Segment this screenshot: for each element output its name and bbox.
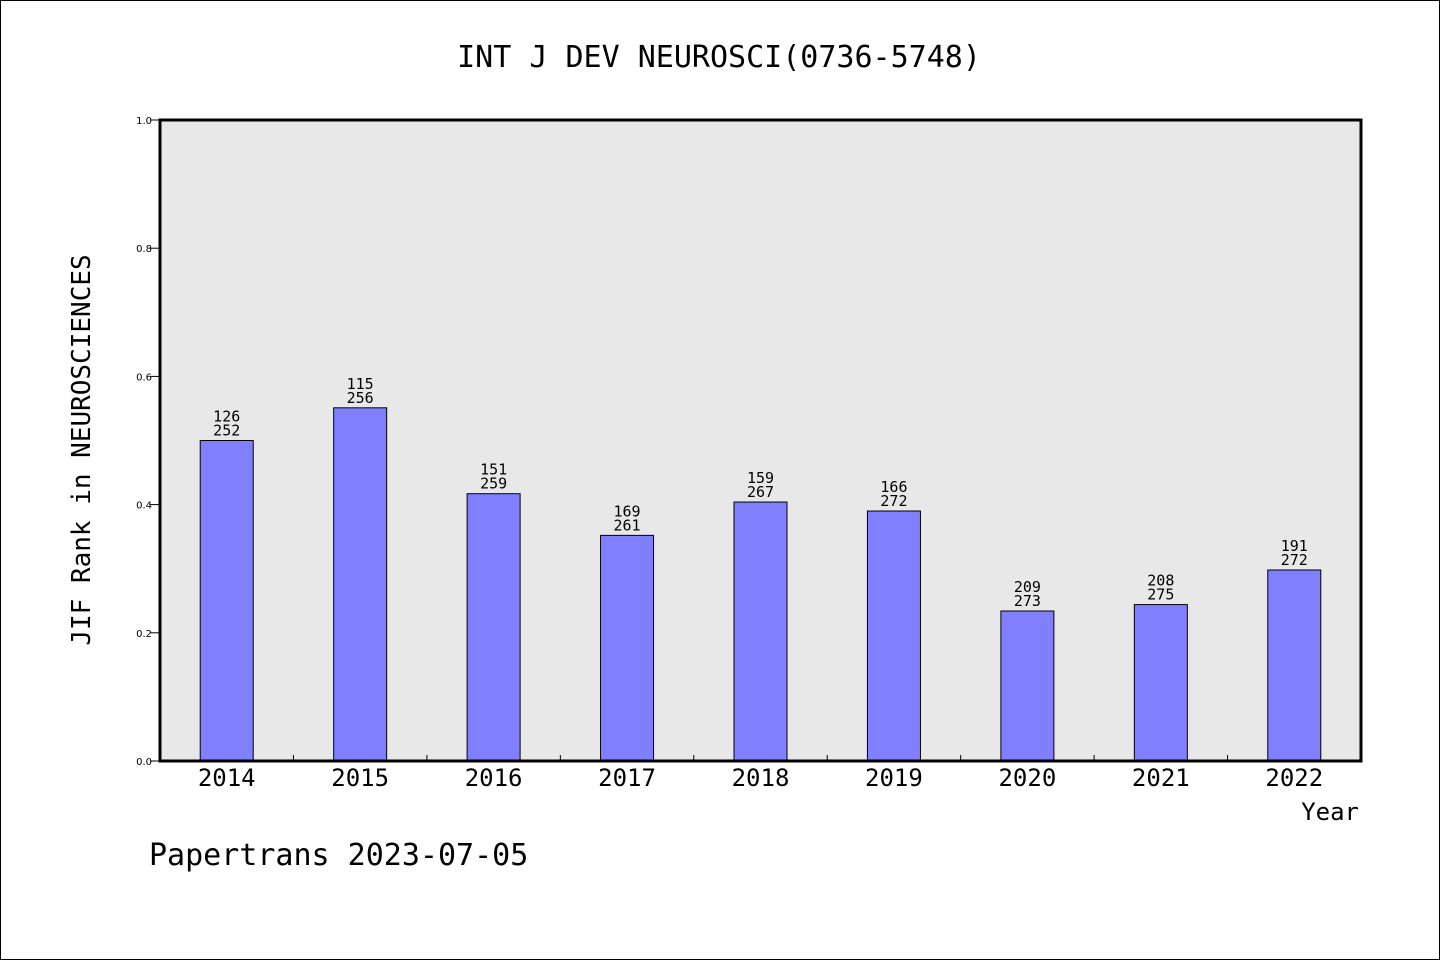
data-label-total: 261 <box>614 516 641 534</box>
data-label-rank: 126 <box>213 408 240 426</box>
footer-text: Papertrans 2023-07-05 <box>149 838 528 873</box>
data-label-rank: 208 <box>1147 572 1174 590</box>
data-label-rank: 209 <box>1014 578 1041 596</box>
x-axis-label: Year <box>1301 798 1359 826</box>
data-label-rank: 191 <box>1281 537 1308 555</box>
bar-2021 <box>1133 604 1188 762</box>
y-tick-label: 0.0 <box>136 757 152 768</box>
data-label-rank: 159 <box>747 469 774 487</box>
bar-2016 <box>466 493 521 762</box>
data-label-total: 259 <box>480 475 507 493</box>
data-label-total: 272 <box>880 492 907 510</box>
bar-2018 <box>733 501 788 762</box>
y-tick-label: 1.0 <box>136 116 152 127</box>
data-label-total: 267 <box>747 483 774 501</box>
bar-2014 <box>199 440 254 762</box>
x-tick-label: 2020 <box>998 764 1056 792</box>
chart-title: INT J DEV NEUROSCI(0736-5748) <box>457 40 981 75</box>
data-label-rank: 166 <box>880 478 907 496</box>
x-tick-label: 2014 <box>198 764 256 792</box>
data-label-rank: 115 <box>347 375 374 393</box>
x-tick-label: 2018 <box>732 764 790 792</box>
bar-2020 <box>1000 610 1055 762</box>
x-tick-label: 2022 <box>1265 764 1323 792</box>
data-label-rank: 151 <box>480 461 507 479</box>
plot-border <box>158 118 1363 763</box>
data-label-total: 275 <box>1147 586 1174 604</box>
data-label-total: 272 <box>1281 551 1308 569</box>
data-label-total: 256 <box>347 389 374 407</box>
y-tick-label: 0.2 <box>136 629 152 640</box>
bar-2017 <box>600 534 655 762</box>
bar-2015 <box>333 407 388 762</box>
data-label-rank: 169 <box>614 502 641 520</box>
x-tick-label: 2017 <box>598 764 656 792</box>
y-tick-label: 0.4 <box>136 501 152 512</box>
data-label-total: 252 <box>213 422 240 440</box>
y-axis-label: JIF Rank in NEUROSCIENCES <box>67 254 97 645</box>
x-tick-label: 2019 <box>865 764 923 792</box>
y-tick-label: 0.8 <box>136 244 152 255</box>
x-tick-label: 2016 <box>465 764 523 792</box>
bar-2019 <box>866 510 921 762</box>
y-tick-label: 0.6 <box>136 372 152 383</box>
x-tick-label: 2021 <box>1132 764 1190 792</box>
bar-2022 <box>1267 569 1322 762</box>
x-tick-label: 2015 <box>331 764 389 792</box>
data-label-total: 273 <box>1014 592 1041 610</box>
